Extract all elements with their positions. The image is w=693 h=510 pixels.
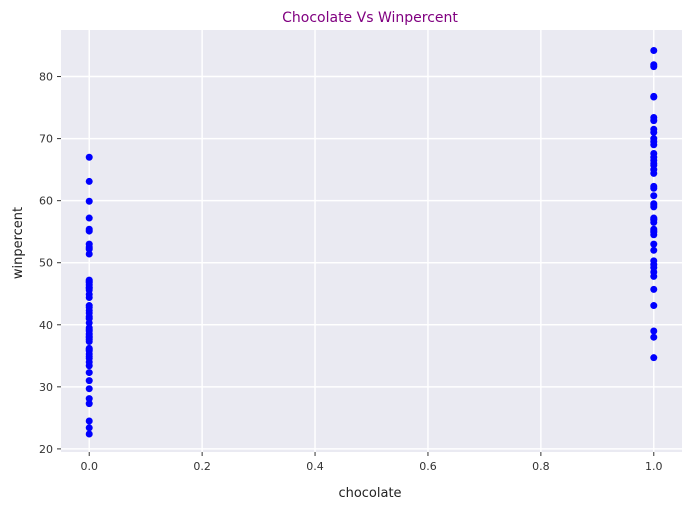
data-point xyxy=(85,303,93,311)
x-tick-label: 0.6 xyxy=(419,460,437,473)
data-point xyxy=(85,417,93,425)
data-point xyxy=(650,93,658,101)
data-point xyxy=(650,285,658,293)
data-point xyxy=(650,215,658,223)
data-point xyxy=(85,197,93,205)
data-point xyxy=(650,327,658,335)
data-point xyxy=(85,315,93,323)
data-point xyxy=(650,354,658,362)
data-point xyxy=(85,153,93,161)
data-point xyxy=(650,63,658,71)
x-tick-label: 0.8 xyxy=(532,460,550,473)
data-point xyxy=(650,203,658,211)
data-point xyxy=(650,128,658,136)
x-axis-ticks: 0.0 0.2 0.4 0.6 0.8 1.0 xyxy=(80,452,663,473)
y-axis-ticks: 20 30 40 50 60 70 80 xyxy=(39,71,61,456)
data-point xyxy=(650,333,658,341)
data-point xyxy=(85,277,93,285)
data-point xyxy=(85,395,93,403)
data-point xyxy=(85,347,93,355)
data-point xyxy=(650,228,658,236)
data-points xyxy=(85,46,658,438)
data-point xyxy=(85,400,93,408)
data-point xyxy=(85,430,93,438)
data-point xyxy=(85,290,93,298)
data-point xyxy=(650,46,658,54)
data-point xyxy=(85,284,93,292)
data-point xyxy=(650,184,658,192)
x-axis-label: chocolate xyxy=(338,486,401,501)
data-point xyxy=(85,227,93,235)
y-tick-label: 60 xyxy=(39,195,53,208)
data-point xyxy=(85,385,93,393)
data-point xyxy=(650,246,658,254)
data-point xyxy=(650,159,658,167)
y-axis-label: winpercent xyxy=(11,207,26,279)
data-point xyxy=(650,240,658,248)
data-point xyxy=(85,377,93,385)
y-tick-label: 70 xyxy=(39,133,53,146)
y-tick-label: 20 xyxy=(39,443,53,456)
data-point xyxy=(650,302,658,310)
x-tick-label: 1.0 xyxy=(645,460,663,473)
data-point xyxy=(85,352,93,360)
data-point xyxy=(85,245,93,253)
data-point xyxy=(85,326,93,334)
chart-title: Chocolate Vs Winpercent xyxy=(282,10,458,26)
y-tick-label: 30 xyxy=(39,381,53,394)
data-point xyxy=(85,214,93,222)
data-point xyxy=(85,369,93,377)
data-point xyxy=(650,192,658,200)
x-tick-label: 0.4 xyxy=(306,460,324,473)
data-point xyxy=(85,250,93,258)
data-point xyxy=(650,141,658,149)
data-point xyxy=(650,135,658,143)
data-point xyxy=(85,333,93,341)
data-point xyxy=(650,166,658,174)
x-tick-label: 0.2 xyxy=(193,460,211,473)
data-point xyxy=(650,268,658,276)
y-tick-label: 50 xyxy=(39,257,53,270)
data-point xyxy=(85,177,93,185)
data-point xyxy=(85,424,93,432)
y-tick-label: 40 xyxy=(39,319,53,332)
x-tick-label: 0.0 xyxy=(80,460,98,473)
data-point xyxy=(650,117,658,125)
y-tick-label: 80 xyxy=(39,71,53,84)
data-point xyxy=(85,362,93,370)
plot-area xyxy=(61,30,682,452)
